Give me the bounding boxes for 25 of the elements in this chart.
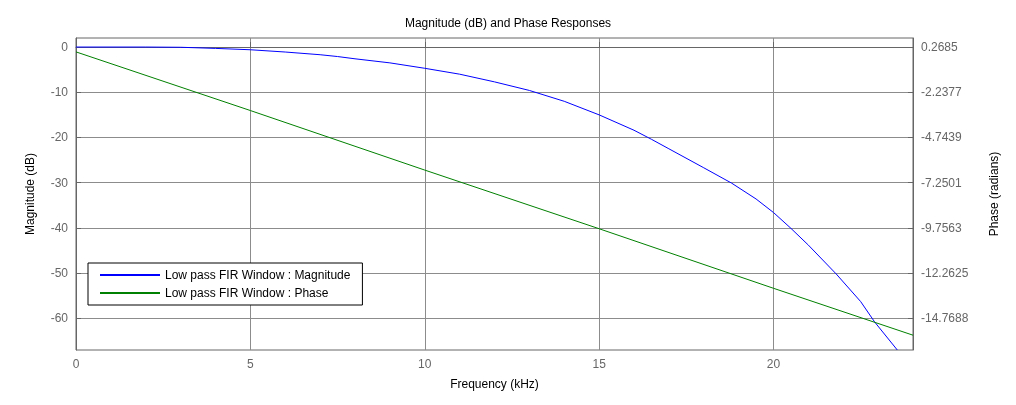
legend-label: Low pass FIR Window : Magnitude [165, 268, 351, 282]
x-tick-label: 5 [247, 357, 255, 371]
x-tick-label: 10 [418, 357, 432, 371]
y-tick-label: -30 [50, 175, 69, 190]
y2-tick-label: -2.2377 [921, 85, 963, 100]
legend-label: Low pass FIR Window : Phase [165, 286, 329, 300]
y2-axis-title: Phase (radians) [987, 151, 1001, 237]
y2-tick-label: 0.2685 [921, 40, 959, 55]
y-tick-label: -10 [50, 85, 69, 100]
y-tick-label: -40 [50, 220, 69, 235]
y2-tick-label: -14.7688 [921, 311, 969, 326]
y-axis-title: Magnitude (dB) [23, 152, 37, 236]
x-tick-label: 15 [592, 357, 607, 371]
x-tick-label: 0 [72, 357, 80, 371]
y-tick-label: -20 [50, 130, 69, 145]
x-axis-title: Frequency (kHz) [450, 377, 539, 391]
y2-tick-label: -7.2501 [921, 175, 963, 190]
y2-tick-label: -12.2625 [921, 266, 969, 281]
y-tick-label: -50 [50, 266, 69, 281]
chart-title: Magnitude (dB) and Phase Responses [404, 16, 612, 30]
y-tick-label: -60 [50, 311, 69, 326]
x-tick-label: 20 [766, 357, 781, 371]
y2-tick-label: -4.7439 [921, 130, 963, 145]
y2-tick-label: -9.7563 [921, 220, 963, 235]
y-tick-label: 0 [61, 40, 69, 55]
